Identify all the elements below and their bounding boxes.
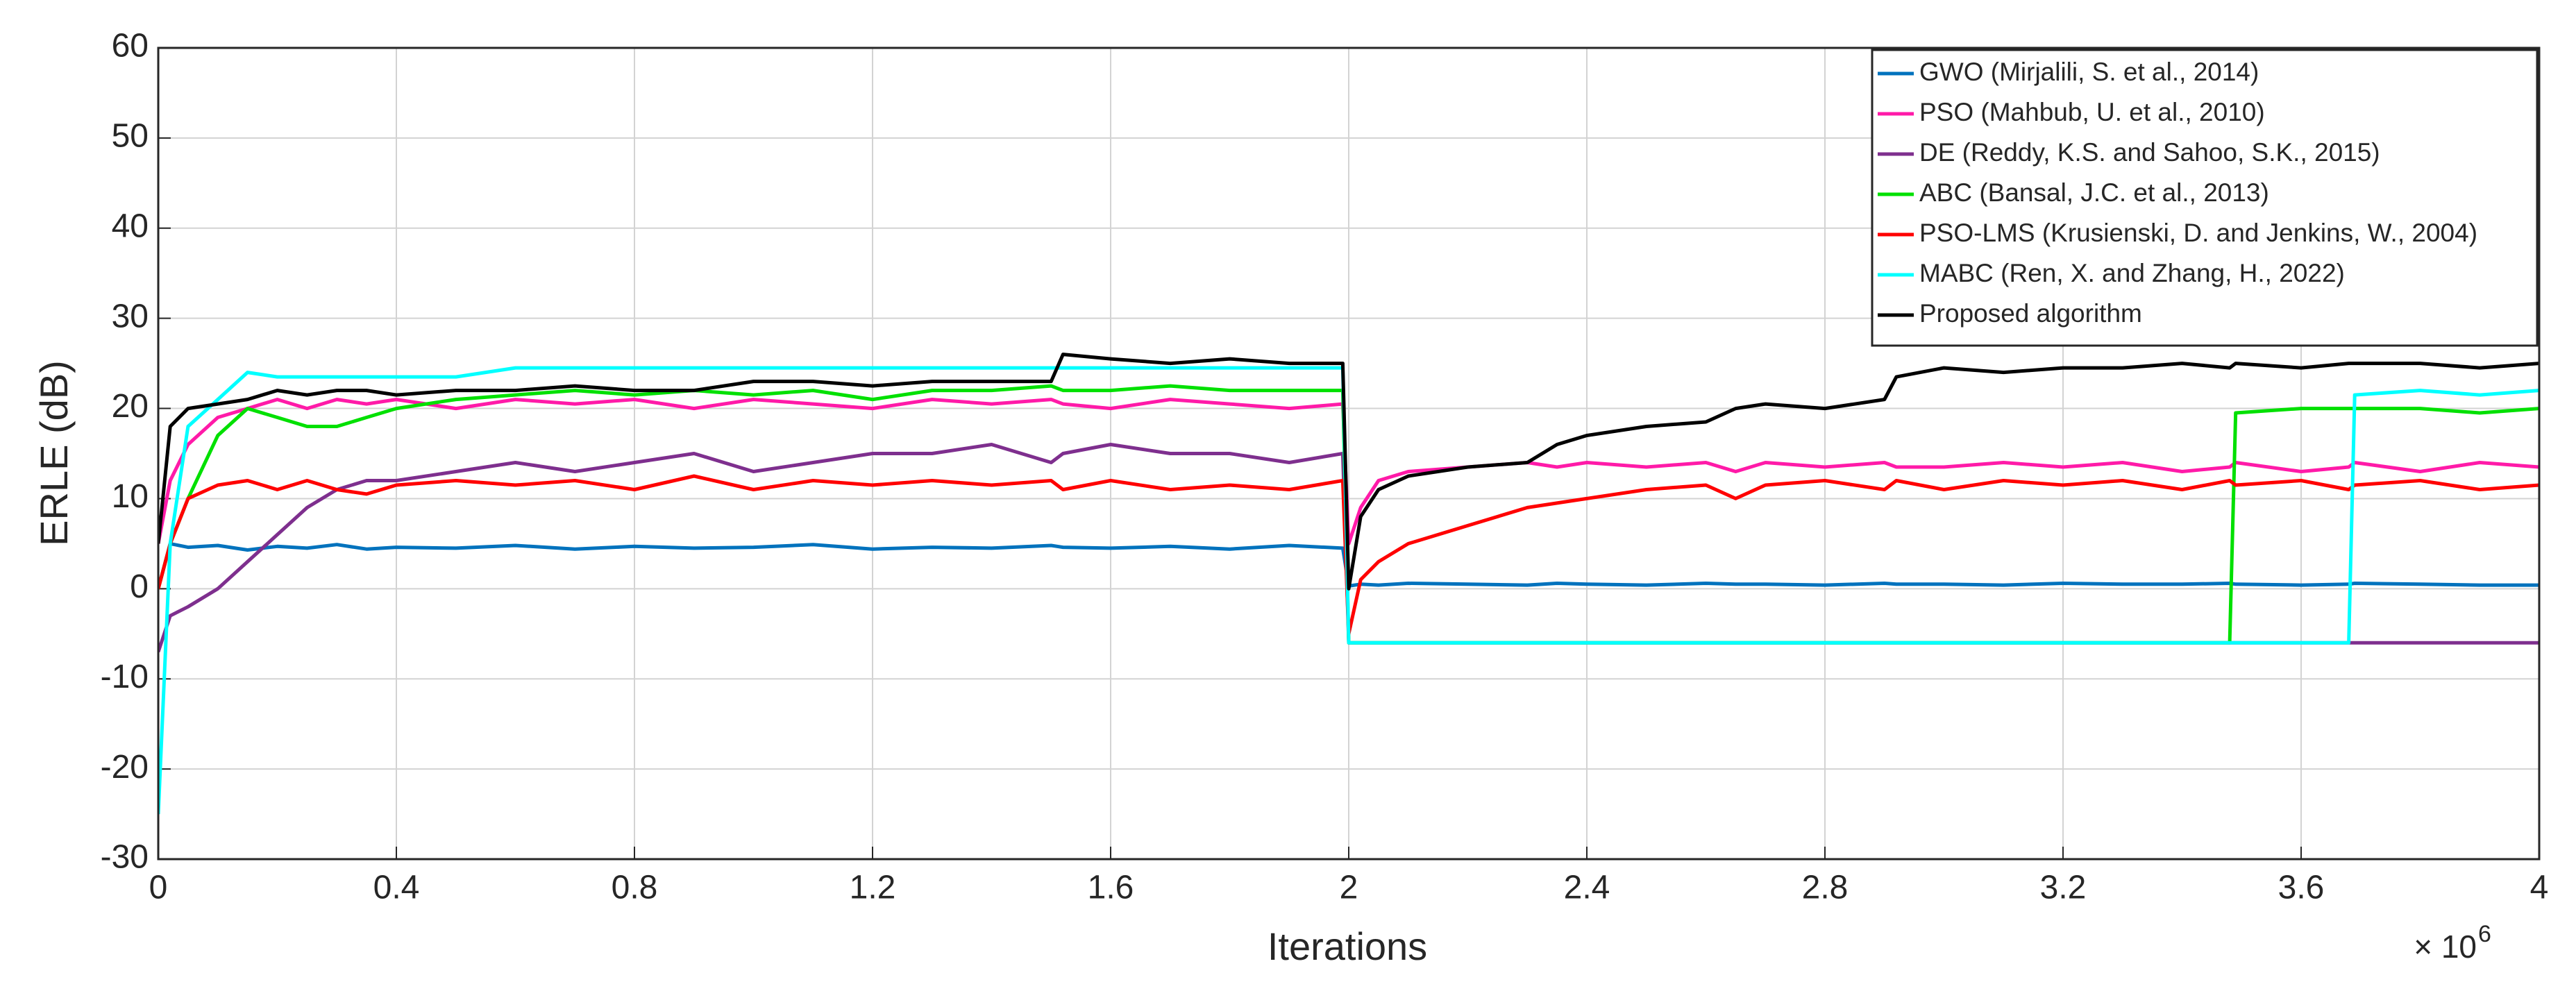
y-tick-label: 50 [112,118,149,155]
legend-label: PSO-LMS (Krusienski, D. and Jenkins, W.,… [1919,219,2477,247]
series-line [158,366,2539,815]
legend-label: MABC (Ren, X. and Zhang, H., 2022) [1919,259,2345,287]
x-tick-label: 1.6 [1088,870,1134,906]
y-tick-label: 30 [112,298,149,334]
legend-label: GWO (Mirjalili, S. et al., 2014) [1919,58,2259,86]
x-tick-label: 0.8 [612,870,658,906]
x-tick-label: 3.2 [2040,870,2087,906]
legend-label: Proposed algorithm [1919,299,2142,328]
y-axis-label: ERLE (dB) [32,360,76,546]
y-tick-label: 20 [112,388,149,425]
y-tick-label: 60 [112,28,149,65]
plot-frame [157,46,2541,861]
legend-label: PSO (Mahbub, U. et al., 2010) [1919,98,2265,126]
x-multiplier-exponent: 6 [2478,921,2491,947]
x-tick-label: 0 [149,870,168,906]
x-multiplier: × 10 [2414,929,2477,965]
y-tick-label: 0 [130,568,149,605]
legend-label: ABC (Bansal, J.C. et al., 2013) [1919,178,2269,207]
x-tick-label: 1.2 [850,870,896,906]
y-tick-label: -30 [101,839,149,876]
y-tick-label: 10 [112,478,149,515]
x-tick-label: 2 [1340,870,1358,906]
series-line [158,353,2539,591]
x-tick-label: 4 [2530,870,2549,906]
x-tick-label: 0.4 [373,870,420,906]
x-axis-label: Iterations [1268,924,1427,968]
x-tick-label: 3.6 [2278,870,2325,906]
y-tick-label: -20 [101,749,149,786]
x-tick-label: 2.4 [1564,870,1610,906]
x-tick-label: 2.8 [1802,870,1849,906]
y-tick-label: -10 [101,659,149,695]
legend-label: DE (Reddy, K.S. and Sahoo, S.K., 2015) [1919,138,2380,167]
legend-box [1871,49,2539,347]
y-tick-label: 40 [112,207,149,244]
